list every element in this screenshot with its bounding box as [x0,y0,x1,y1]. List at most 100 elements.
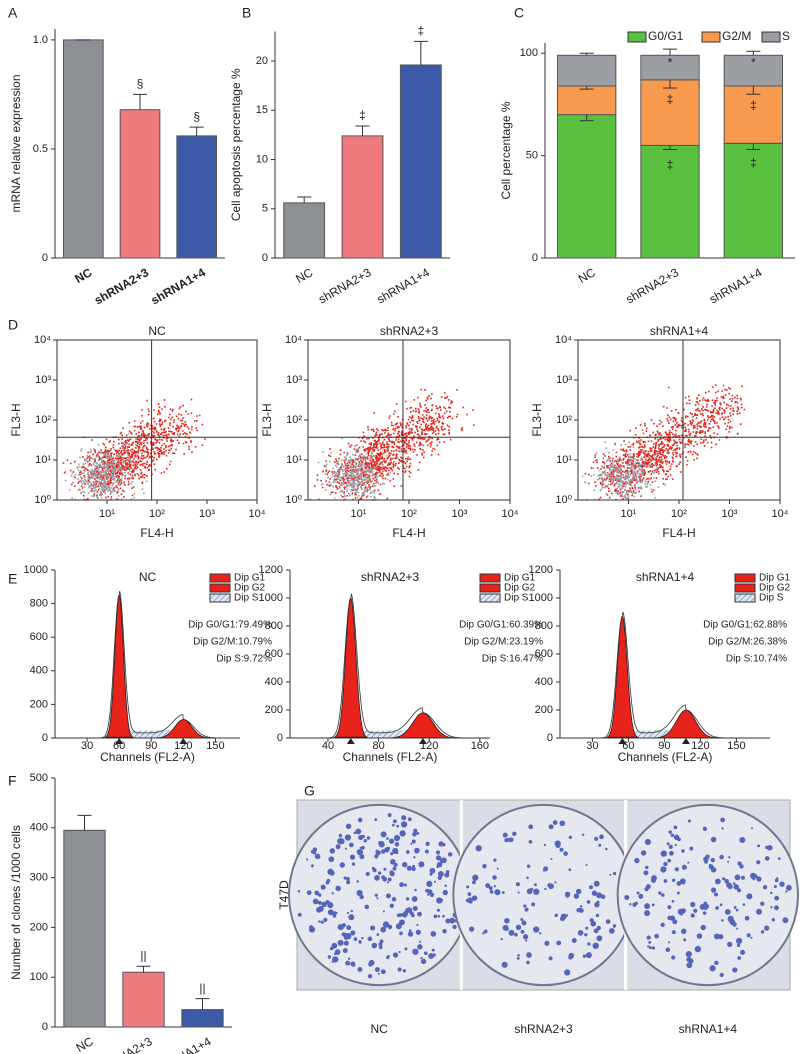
x-axis-label: FL4-H [662,526,695,540]
bar [63,829,106,1028]
significance-mark: § [137,77,144,91]
x-tick-label: 10² [401,508,417,520]
x-tick-label: 10¹ [99,508,115,520]
y-tick-label: 1000 [259,592,283,604]
y-tick-label: 10⁴ [285,334,302,346]
legend-label: Dip G2 [504,583,536,594]
y-tick-label: 400 [265,676,283,688]
bar [283,202,326,259]
plot-title: shRNA2+3 [380,324,439,338]
y-tick-label: 200 [30,698,48,710]
x-tick-label: shRNA1+4 [707,265,765,306]
culture-plate [616,803,799,987]
x-tick-label: 40 [322,740,334,752]
y-axis-label: Cell apoptosis percentage % [229,68,243,221]
significance-mark: ‡ [667,158,674,172]
bar [341,135,384,259]
legend-label: G2/M [722,29,751,43]
panel-label: D [8,317,18,333]
legend-swatch [479,593,501,603]
y-tick-label: 200 [30,921,48,933]
event-cloud-dense [581,440,666,501]
error-bar [579,86,594,90]
panel-label: A [8,5,18,21]
colonies [297,813,462,979]
legend-swatch [627,31,647,43]
y-tick-label: 15 [256,104,268,116]
y-tick-label: 10³ [35,374,51,386]
significance-mark: § [193,109,200,123]
x-axis-label: Channels (FL2-A) [343,750,438,764]
bar [399,64,442,259]
y-tick-label: 1200 [259,564,283,576]
y-tick-label: 500 [30,772,48,784]
cycle-stat: Dip S:9.72% [216,654,272,665]
x-tick-label: 150 [206,740,224,752]
x-tick-label: 10² [149,508,165,520]
y-tick-label: 0 [262,252,268,264]
y-tick-label: 10⁰ [285,494,302,506]
plot-title: NC [139,570,157,584]
legend-label: Dip G2 [234,583,266,594]
cycle-stat: Dip G0/G1:62.88% [703,620,787,631]
x-tick-label: NC [72,265,94,286]
legend-label: Dip S [504,593,529,604]
y-tick-label: 0 [42,252,48,264]
plot-title: NC [148,324,166,338]
error-bar [133,93,147,110]
legend-swatch [479,573,501,583]
histogram-outline [560,611,770,739]
x-tick-label: 10⁴ [249,508,266,520]
x-tick-label: 10¹ [351,508,367,520]
y-tick-label: 800 [30,598,48,610]
y-tick-label: 600 [30,631,48,643]
error-bar [663,48,677,56]
y-tick-label: 10² [556,414,572,426]
plate-label: shRNA2+3 [514,1022,573,1036]
significance-mark: ‡ [750,156,757,170]
y-tick-label: 0.5 [33,143,48,155]
legend-swatch [734,573,756,583]
x-tick-label: 10³ [452,508,468,520]
bar [119,109,161,259]
legend-label: Dip G1 [759,573,791,584]
significance-mark: * [751,55,756,69]
x-tick-label: 10¹ [621,508,637,520]
x-tick-label: 120 [420,740,438,752]
y-axis-label: FL3-H [9,403,23,436]
y-tick-label: 0 [42,1021,48,1033]
peak-marker [418,738,427,744]
significance-mark: || [140,948,146,962]
y-tick-label: 10¹ [35,454,51,466]
x-tick-label: NC [576,265,598,286]
legend-swatch [209,573,231,583]
y-tick-label: 10¹ [556,454,572,466]
significance-mark: ‡ [667,92,674,106]
y-tick-label: 200 [265,704,283,716]
y-tick-label: 400 [30,822,48,834]
plate-label: shRNA1+4 [679,1022,738,1036]
x-tick-label: shRNA1+4 [148,265,208,307]
x-tick-label: 120 [691,740,709,752]
significance-mark: ‡ [750,98,757,112]
y-tick-label: 100 [30,971,48,983]
bar-segment [640,144,700,259]
y-tick-label: 600 [265,648,283,660]
y-tick-label: 600 [535,648,553,660]
error-bar [136,965,151,973]
y-axis-label: FL3-H [260,403,274,436]
colonies [465,820,617,976]
legend-swatch [479,583,501,593]
peak-marker [618,738,627,744]
x-tick-label: NC [74,1034,96,1054]
x-tick-label: 10⁴ [772,508,789,520]
error-bar [355,125,370,136]
y-tick-label: 10³ [556,374,572,386]
legend-swatch [734,583,756,593]
y-tick-label: 800 [535,620,553,632]
legend-label: Dip G2 [759,583,791,594]
y-tick-label: 10 [256,153,268,165]
y-axis-label: Number of clones /1000 cells [9,825,23,980]
legend-label: S [782,29,790,43]
